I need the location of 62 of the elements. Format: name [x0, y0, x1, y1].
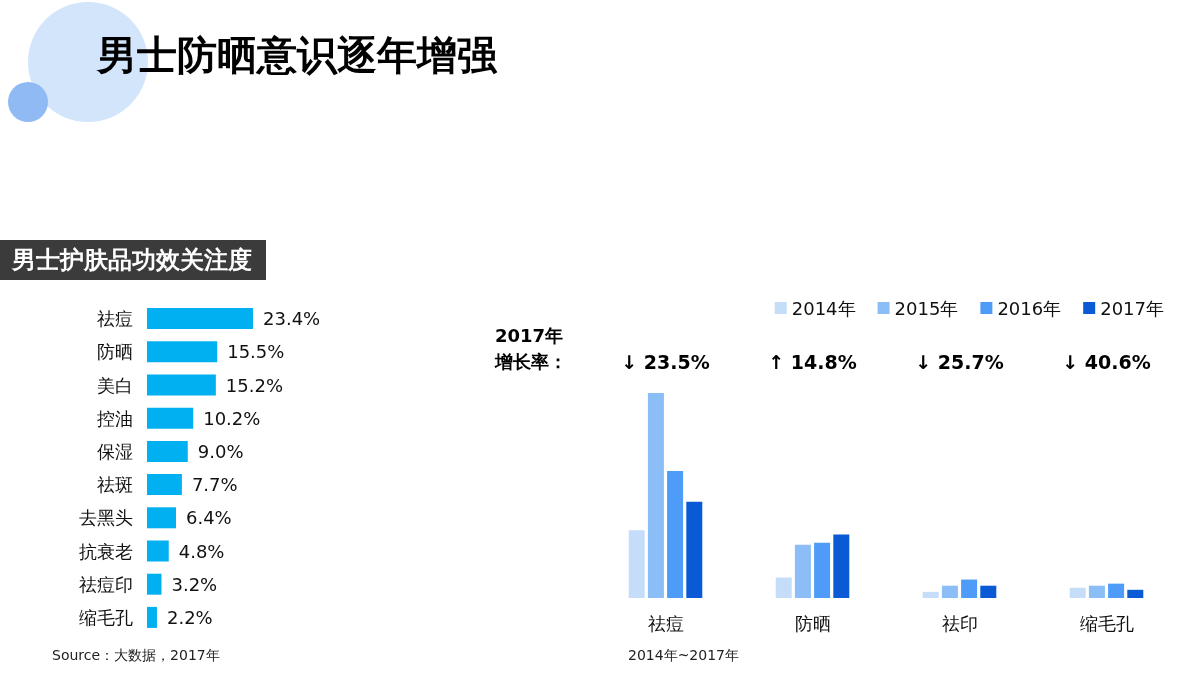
y-tick-label: 抗衰老 — [79, 540, 133, 562]
x-tick-label: 祛痘 — [647, 612, 684, 634]
bar — [922, 591, 939, 598]
data-label: 3.2% — [171, 573, 218, 595]
chart-title: 男士防晒意识逐年增强 — [96, 32, 498, 78]
bar — [961, 579, 978, 598]
text: 2014年~2017年 — [628, 647, 739, 663]
bar — [1108, 583, 1125, 598]
legend-label: 2017年 — [1100, 297, 1164, 319]
bar — [667, 470, 684, 598]
y-tick-label: 保湿 — [97, 440, 133, 462]
y-tick-label: 祛痘 — [97, 308, 133, 330]
data-label: 10.2% — [203, 407, 261, 429]
bar — [147, 407, 194, 429]
chart-subtitle: 男士护肤品功效关注度 — [11, 246, 252, 274]
bar — [147, 374, 216, 396]
bar — [833, 534, 850, 598]
text: ↓ 25.7% — [915, 351, 1004, 373]
bar — [147, 540, 169, 562]
text: 2017年增长率： — [494, 324, 567, 372]
legend-label: 2015年 — [894, 297, 959, 319]
y-tick-label: 控油 — [97, 407, 133, 429]
bar — [941, 585, 958, 598]
data-label: 6.4% — [185, 507, 232, 529]
bar — [147, 606, 157, 628]
text: ↓ 40.6% — [1062, 351, 1151, 373]
bar — [1088, 585, 1105, 598]
y-tick-label: 防晒 — [97, 341, 133, 363]
bar — [980, 585, 997, 598]
bar — [794, 544, 811, 598]
legend-label: 2016年 — [997, 297, 1062, 319]
bar — [814, 542, 831, 598]
bar — [775, 577, 792, 598]
bar — [628, 530, 645, 598]
source-note: Source：大数据，2017年 — [52, 647, 220, 663]
bar — [147, 474, 182, 496]
y-tick-label: 去黑头 — [79, 507, 133, 529]
y-tick-label: 祛斑 — [97, 474, 133, 496]
text: ↓ 23.5% — [621, 351, 710, 373]
data-label: 7.7% — [191, 474, 238, 496]
text: ↑ 14.8% — [768, 351, 857, 373]
data-label: 9.0% — [197, 440, 244, 462]
y-tick-label: 美白 — [97, 374, 133, 396]
data-label: 15.2% — [225, 374, 284, 396]
legend-label: 2014年 — [791, 297, 856, 319]
x-tick-label: 缩毛孔 — [1079, 612, 1134, 634]
x-tick-label: 祛印 — [941, 612, 978, 634]
data-label: 15.5% — [227, 341, 285, 363]
data-label: 2.2% — [166, 606, 213, 628]
bar — [1127, 589, 1144, 598]
bar — [1069, 587, 1086, 598]
x-tick-label: 防晒 — [794, 612, 831, 634]
bar — [147, 507, 176, 529]
bar — [147, 308, 253, 330]
y-tick-label: 祛痘印 — [79, 573, 133, 595]
bar — [686, 501, 703, 598]
bar — [647, 393, 664, 598]
bar — [147, 440, 188, 462]
data-label: 4.8% — [178, 540, 225, 562]
data-label: 23.4% — [263, 308, 321, 330]
bar — [147, 573, 162, 595]
bar — [147, 341, 218, 363]
